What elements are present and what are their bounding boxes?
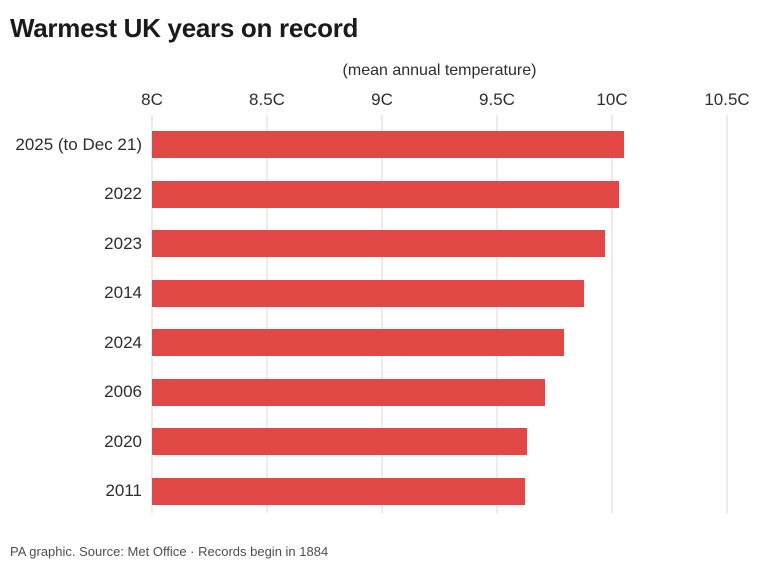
row-label: 2024 — [104, 332, 142, 352]
bar-row: 2023 — [104, 219, 727, 269]
source-note: PA graphic. Source: Met Office · Records… — [10, 544, 329, 559]
bar — [152, 131, 624, 158]
bar — [152, 329, 564, 356]
x-tick-label: 10.5C — [704, 90, 750, 109]
row-label: 2023 — [104, 233, 142, 253]
bar-row: 2024 — [104, 318, 727, 368]
plot-area: 2025 (to Dec 21) 2022 2023 2014 2024 2006 2020… — [15, 115, 728, 517]
gridline — [381, 115, 383, 513]
chart-title: Warmest UK years on record — [10, 13, 359, 43]
bar — [152, 378, 546, 406]
bar — [152, 230, 606, 257]
gridline — [726, 115, 728, 513]
bar-row: 2006 — [104, 368, 727, 418]
x-tick-label: 9C — [371, 90, 393, 109]
bar-row: 2020 — [104, 417, 727, 467]
gridline — [496, 115, 498, 513]
row-label: 2025 (to Dec 21) — [15, 134, 142, 154]
row-label: 2022 — [104, 184, 142, 204]
gridline — [151, 115, 153, 513]
bar-row: 2022 — [104, 170, 727, 220]
x-tick-label: 8C — [141, 90, 163, 109]
x-tick-label: 9.5C — [479, 90, 515, 109]
bar — [152, 180, 619, 208]
row-label: 2020 — [104, 431, 142, 451]
bar — [152, 428, 527, 455]
bar-row: 2014 — [104, 269, 727, 319]
bar-row: 2011 — [105, 467, 727, 517]
x-tick-label: 8.5C — [249, 90, 285, 109]
bar-row: 2025 (to Dec 21) — [15, 120, 727, 170]
x-tick-label: 10C — [596, 90, 628, 109]
gridline — [266, 115, 268, 513]
bar — [152, 279, 585, 307]
chart-subtitle: (mean annual temperature) — [342, 62, 537, 79]
row-label: 2014 — [104, 283, 142, 303]
row-label: 2006 — [104, 382, 142, 402]
row-label: 2011 — [105, 481, 142, 501]
gridline-layer — [151, 115, 728, 513]
x-axis: 8C 8.5C 9C 9.5C 10C 10.5C — [141, 90, 750, 112]
gridline — [611, 115, 613, 513]
bar — [152, 477, 525, 505]
